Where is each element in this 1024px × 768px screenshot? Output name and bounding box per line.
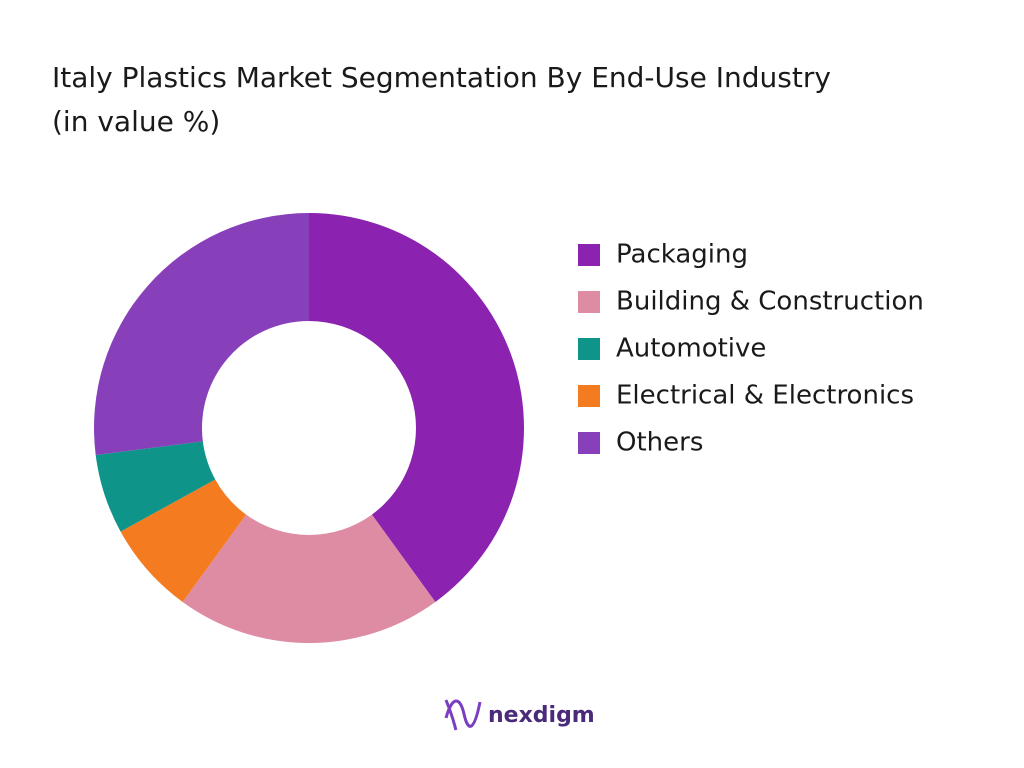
brand-name: nexdigm [488,703,595,728]
legend-swatch [578,432,600,454]
chart-title: Italy Plastics Market Segmentation By En… [52,61,831,138]
legend-label: Automotive [616,334,766,364]
donut-slice [309,213,525,602]
legend-swatch [578,338,600,360]
legend-label: Others [616,428,703,458]
legend-label: Building & Construction [616,287,924,317]
donut-slice [94,213,309,455]
legend-label: Electrical & Electronics [616,381,914,411]
logo-icon [444,699,482,731]
legend-swatch [578,291,600,313]
legend-label: Packaging [616,240,748,270]
donut-slice [95,441,216,532]
legend-swatch [578,244,600,266]
donut-slice [182,514,436,644]
legend-swatch [578,385,600,407]
donut-slice [120,479,247,602]
